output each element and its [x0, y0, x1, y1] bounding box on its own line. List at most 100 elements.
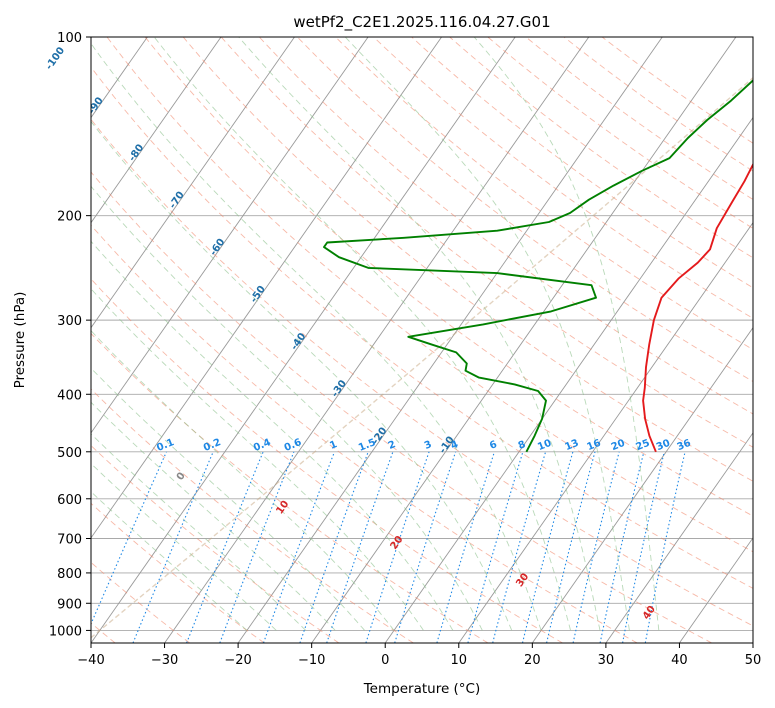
mixing-ratio-line	[262, 451, 336, 643]
y-tick-label: 400	[57, 388, 82, 403]
mixing-ratio-line	[91, 451, 168, 626]
moist-adiabat-line	[91, 367, 365, 631]
dry-adiabat-label: 10	[274, 499, 291, 517]
mixing-ratio-line	[644, 451, 686, 643]
y-tick-label: 700	[57, 533, 82, 548]
dry-adiabat-line	[525, 37, 753, 201]
isotherm-line	[164, 37, 590, 643]
x-axis-label: Temperature (°C)	[363, 681, 481, 697]
dry-adiabat-line	[91, 224, 638, 643]
dry-adiabat-line	[220, 37, 753, 448]
mixing-ratio-line	[394, 451, 457, 643]
y-tick-label: 100	[57, 31, 82, 46]
moist-adiabat-line	[91, 433, 307, 631]
moist-adiabat-line	[91, 330, 395, 631]
plot-background	[91, 37, 753, 643]
mixing-ratio-label: 36	[676, 438, 693, 453]
dry-adiabat-line	[91, 388, 414, 643]
dry-adiabat-line	[91, 444, 340, 643]
x-tick-label: 10	[451, 653, 468, 668]
isotherm-line	[605, 432, 753, 643]
chart-title: wetPf2_C2E1.2025.116.04.27.G01	[293, 13, 550, 32]
isotherm-line	[91, 37, 516, 643]
mixing-ratio-line	[219, 451, 295, 643]
isotherm-line	[311, 37, 737, 643]
dry-adiabat-line	[411, 37, 753, 289]
moist-adiabat-line	[91, 288, 424, 631]
y-tick-label: 600	[57, 493, 82, 508]
dry-adiabat-label: 0	[175, 470, 188, 482]
mixing-ratio-label: 10	[536, 438, 553, 453]
isotherm-line	[91, 37, 369, 434]
mixing-ratio-label: 1	[328, 439, 339, 452]
isotherm-line	[91, 37, 222, 224]
isotherm-line	[384, 116, 753, 643]
moist-adiabat-line	[153, 37, 572, 631]
moist-adiabat-line	[91, 401, 336, 631]
dewpoint-line	[323, 79, 753, 453]
isotherm-line	[679, 537, 753, 643]
chart-labels: -100-90-80-70-60-50-40-30-20 -10010203040…	[44, 45, 693, 621]
isotherm-label: -50	[249, 284, 268, 305]
isotherm-label: -60	[208, 237, 227, 258]
moist-adiabat-line	[91, 42, 542, 631]
chart-lines	[323, 79, 753, 453]
mixing-ratio-line	[546, 451, 596, 643]
y-tick-label: 200	[57, 210, 82, 225]
isotherm-label: -90	[86, 95, 105, 116]
mixing-ratio-label: 20	[610, 438, 627, 453]
dry-adiabat-line	[91, 332, 489, 643]
dry-adiabat-line	[601, 37, 753, 144]
dry-adiabat-label: 30	[514, 571, 531, 589]
mixing-ratio-label: 3	[423, 439, 434, 452]
dry-adiabat-line	[373, 37, 753, 319]
isotherm-label: -70	[168, 190, 187, 211]
dry-adiabat-line	[487, 37, 753, 229]
dry-adiabat-line	[91, 278, 563, 643]
x-tick-label: 40	[671, 653, 688, 668]
moist-adiabat-line	[91, 462, 277, 631]
dry-adiabat-line	[91, 118, 753, 627]
x-tick-label: −20	[224, 653, 251, 668]
mixing-ratio-line	[492, 451, 547, 643]
mixing-ratio-label: 16	[586, 438, 603, 453]
x-tick-label: 50	[745, 653, 762, 668]
mixing-ratio-line	[299, 451, 369, 643]
dry-adiabat-line	[182, 37, 753, 482]
x-tick-label: 0	[381, 653, 389, 668]
mixing-ratio-label: 13	[563, 438, 580, 453]
isotherm-label: -80	[127, 142, 146, 163]
dry-adiabat-line	[106, 37, 753, 553]
chart-axes: −40 −30 −20 −10 0 10 20 30 40 5010009008007006005…	[49, 31, 761, 668]
isotherm-line	[237, 37, 663, 643]
y-tick-label: 300	[57, 314, 82, 329]
isotherm-line	[91, 37, 295, 329]
y-tick-label: 500	[57, 446, 82, 461]
mixing-ratio-line	[326, 451, 394, 643]
moist-adiabat-line	[91, 491, 248, 631]
mixing-ratio-label: 4	[449, 439, 460, 452]
moist-adiabat-line	[91, 120, 513, 631]
mixing-ratio-line	[365, 451, 430, 643]
dry-adiabat-label: 40	[641, 604, 658, 622]
x-tick-label: −30	[151, 653, 178, 668]
moist-adiabat-line	[238, 37, 601, 631]
mixing-ratio-line	[186, 451, 264, 643]
x-tick-label: 30	[598, 653, 615, 668]
y-tick-label: 900	[57, 597, 82, 612]
mixing-ratio-line	[521, 451, 574, 643]
dry-adiabat-line	[335, 37, 753, 351]
dry-adiabat-line	[258, 37, 753, 415]
dry-adiabat-line	[91, 502, 265, 643]
dry-adiabat-line	[91, 66, 753, 589]
x-tick-label: −10	[298, 653, 325, 668]
y-axis-label: Pressure (hPa)	[12, 292, 28, 389]
isotherm-label: -30	[330, 378, 349, 399]
isotherm-line	[91, 37, 442, 539]
mixing-ratio-label: 2	[387, 439, 398, 452]
mixing-ratio-label: 30	[655, 438, 672, 453]
x-tick-label: −40	[77, 653, 104, 668]
mixing-ratio-line	[599, 451, 645, 643]
mixing-ratio-line	[436, 451, 495, 643]
